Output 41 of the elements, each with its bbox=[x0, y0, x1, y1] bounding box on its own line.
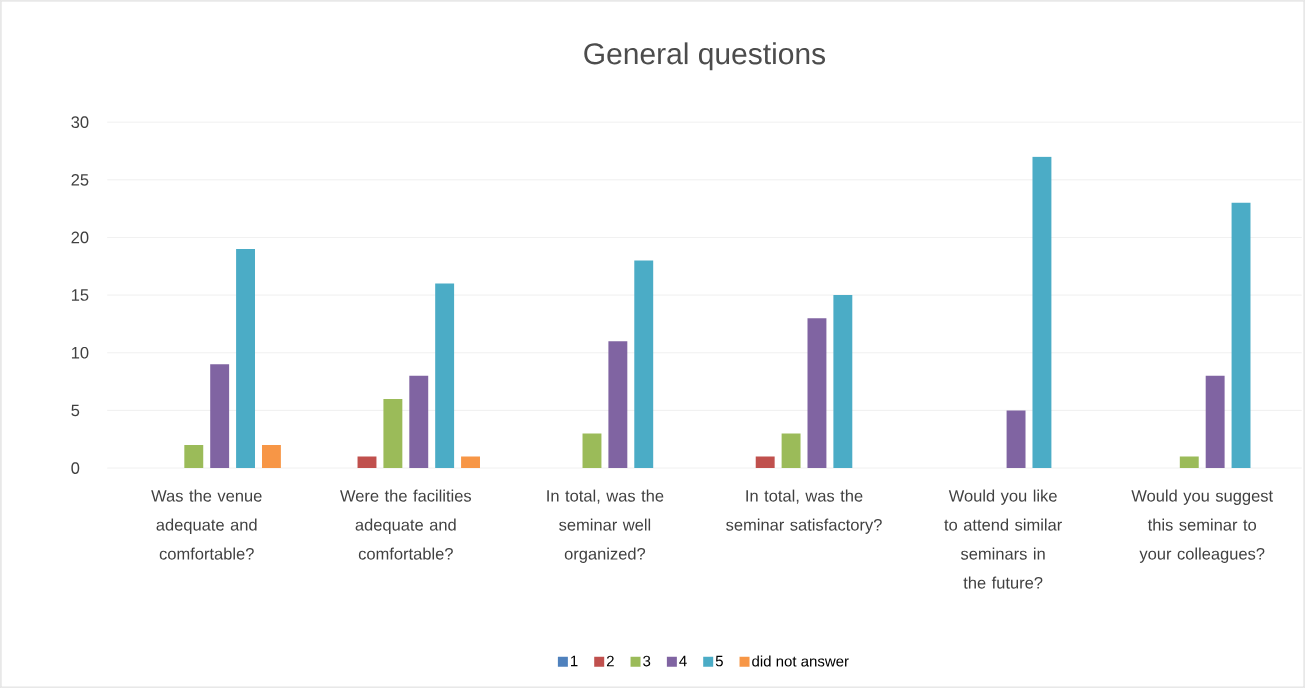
y-tick-label: 5 bbox=[71, 404, 80, 417]
x-tick-label: In total, was the seminar satisfactory? bbox=[726, 489, 882, 534]
chart-title: General questions bbox=[584, 42, 826, 71]
y-tick-label: 30 bbox=[71, 116, 89, 128]
bar bbox=[461, 456, 480, 468]
bar bbox=[833, 295, 853, 468]
bar bbox=[261, 444, 281, 468]
bar bbox=[409, 375, 429, 468]
y-tick-label: 20 bbox=[71, 231, 89, 244]
bar bbox=[582, 433, 602, 468]
bar bbox=[1006, 410, 1026, 468]
y-tick-label: 15 bbox=[71, 289, 89, 301]
legend-label: 4 bbox=[679, 655, 687, 667]
legend-label: 5 bbox=[715, 655, 723, 667]
bar bbox=[781, 433, 801, 468]
legend-label: did not answer bbox=[752, 655, 849, 667]
bar bbox=[755, 456, 775, 468]
x-tick-label: Was the venue adequate and comfortable? bbox=[151, 489, 262, 560]
bar bbox=[1032, 156, 1052, 468]
y-tick-label: 10 bbox=[71, 346, 89, 359]
bar bbox=[184, 444, 204, 468]
y-tick-label: 0 bbox=[71, 462, 80, 474]
bar bbox=[236, 248, 255, 468]
x-tick-label: Would you like to attend similar seminars in the future? bbox=[944, 489, 1062, 589]
bar bbox=[1231, 202, 1251, 468]
bar bbox=[634, 260, 654, 468]
bar bbox=[807, 318, 827, 468]
bar bbox=[1179, 456, 1199, 468]
legend-label: 1 bbox=[571, 655, 578, 667]
bar bbox=[1205, 375, 1225, 468]
bar bbox=[435, 283, 455, 468]
bar bbox=[383, 398, 403, 468]
x-tick-label: Were the facilities adequate and comfortable? bbox=[340, 489, 472, 560]
x-tick-label: In total, was the seminar well organized? bbox=[547, 489, 664, 563]
legend-label: 2 bbox=[606, 655, 614, 667]
y-tick-label: 25 bbox=[71, 173, 89, 186]
legend-label: 3 bbox=[643, 655, 651, 667]
bar bbox=[357, 456, 377, 468]
bar bbox=[210, 364, 230, 468]
x-tick-label: Would you suggest this seminar to your colleagues? bbox=[1131, 489, 1273, 563]
bar bbox=[608, 341, 628, 468]
